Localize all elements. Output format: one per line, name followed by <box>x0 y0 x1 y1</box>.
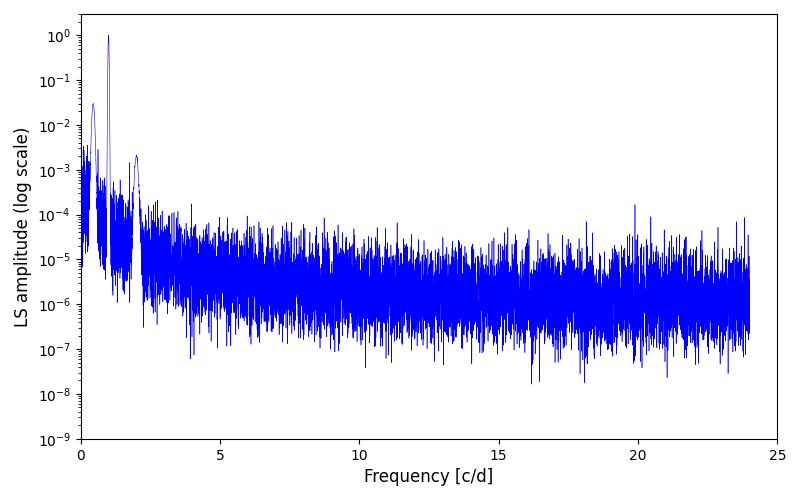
Y-axis label: LS amplitude (log scale): LS amplitude (log scale) <box>14 126 32 326</box>
X-axis label: Frequency [c/d]: Frequency [c/d] <box>364 468 494 486</box>
